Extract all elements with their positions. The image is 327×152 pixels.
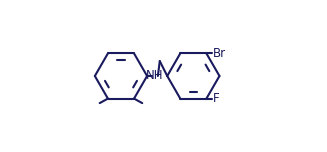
Text: NH: NH — [146, 69, 163, 83]
Text: Br: Br — [213, 47, 226, 60]
Text: F: F — [213, 92, 220, 105]
